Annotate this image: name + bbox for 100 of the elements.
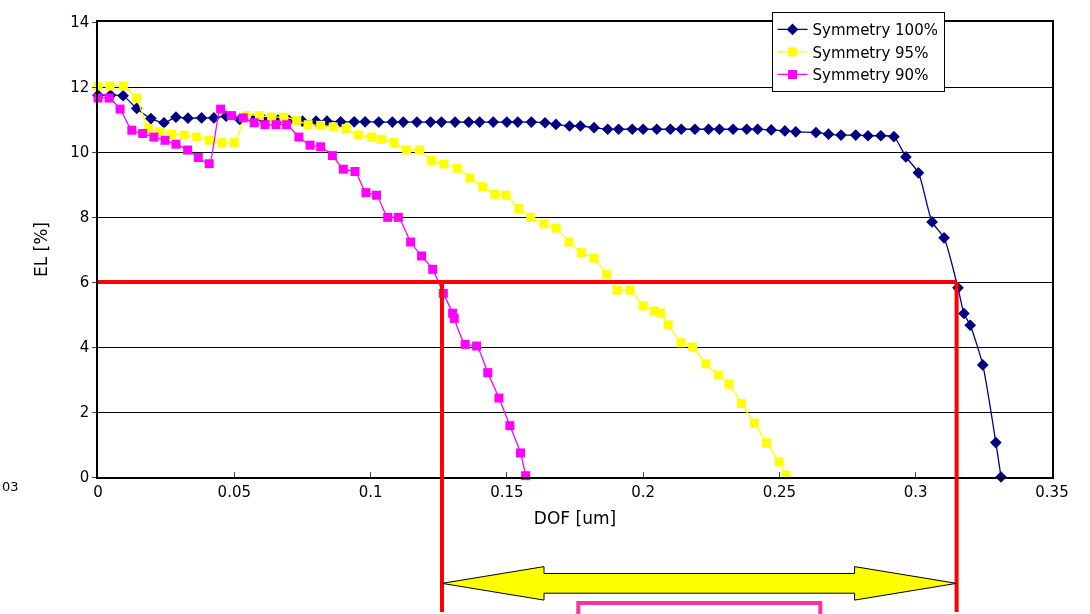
point (688, 342, 698, 352)
point (526, 212, 536, 222)
point (564, 237, 574, 247)
point (428, 264, 438, 274)
point (204, 135, 214, 145)
point (701, 359, 711, 369)
point (713, 370, 723, 380)
point (663, 320, 673, 330)
point (514, 204, 524, 214)
point (393, 212, 403, 222)
point (505, 421, 515, 431)
point (515, 448, 525, 458)
x-tick-label: 0.3 (903, 482, 928, 501)
point (602, 269, 612, 279)
point (105, 81, 115, 91)
point (490, 189, 500, 199)
point (192, 132, 202, 142)
y-tick-label: 10 (70, 143, 90, 162)
point (638, 301, 648, 311)
x-tick-label: 0.2 (631, 482, 656, 501)
point (292, 115, 302, 125)
point (353, 130, 363, 140)
point (305, 140, 315, 150)
y-tick-label: 2 (79, 403, 90, 422)
point (350, 167, 360, 176)
point (478, 182, 488, 192)
point (118, 81, 128, 91)
point (402, 145, 412, 155)
y-tick-label: 12 (70, 78, 90, 97)
point (254, 111, 264, 121)
legend-label: Symmetry 100% (812, 21, 938, 40)
point (656, 308, 666, 318)
x-tick-label: 0.35 (1035, 482, 1069, 501)
point (115, 104, 125, 114)
point (328, 122, 338, 132)
point (383, 212, 393, 222)
point (439, 159, 449, 169)
x-tick-label: 0.15 (490, 482, 524, 501)
point (149, 132, 159, 142)
point (104, 93, 114, 103)
point (227, 111, 237, 121)
point (193, 153, 203, 163)
point (501, 190, 511, 200)
point (303, 120, 313, 130)
point (217, 138, 227, 148)
point (361, 188, 371, 198)
point (327, 151, 337, 161)
point (138, 128, 148, 138)
y-tick-label: 0 (79, 468, 90, 487)
point (551, 223, 561, 233)
point (127, 125, 137, 135)
point (216, 104, 226, 114)
point (406, 237, 416, 247)
point (589, 253, 599, 263)
point (160, 135, 170, 145)
point (204, 159, 214, 169)
legend-label: Symmetry 95% (812, 43, 929, 62)
point (367, 132, 377, 142)
point (282, 120, 292, 130)
point (494, 393, 504, 403)
legend-label: Symmetry 90% (812, 66, 929, 85)
point (341, 124, 351, 134)
point (452, 163, 462, 173)
y-tick-label: 4 (79, 338, 90, 357)
point (465, 173, 475, 183)
point (472, 341, 482, 351)
x-axis-title: DOF [um] (533, 507, 617, 528)
point (612, 285, 622, 295)
point (774, 457, 784, 467)
point (316, 120, 326, 130)
point (762, 438, 772, 448)
text: 03 (2, 479, 19, 494)
point (449, 313, 459, 323)
point (376, 134, 386, 144)
point (229, 138, 239, 148)
point (724, 379, 734, 389)
point (749, 418, 759, 428)
x-tick-label: 0.1 (358, 482, 383, 501)
point (171, 139, 181, 149)
point (338, 164, 348, 174)
point (427, 155, 437, 165)
point (294, 132, 304, 142)
point (460, 339, 470, 349)
point (414, 145, 424, 155)
point (417, 251, 427, 261)
point (132, 93, 142, 103)
point (737, 399, 747, 409)
point (389, 138, 399, 148)
x-tick-label: 0.25 (762, 482, 797, 501)
x-tick-label: 0 (93, 482, 103, 501)
y-tick-label: 14 (70, 13, 90, 32)
x-tick-label: 0.05 (217, 482, 251, 501)
point (625, 285, 635, 295)
point (238, 113, 248, 123)
y-tick-label: 8 (79, 208, 90, 227)
point (676, 338, 686, 348)
point (271, 120, 281, 130)
point (249, 118, 259, 128)
point (483, 368, 493, 378)
point (577, 248, 587, 258)
